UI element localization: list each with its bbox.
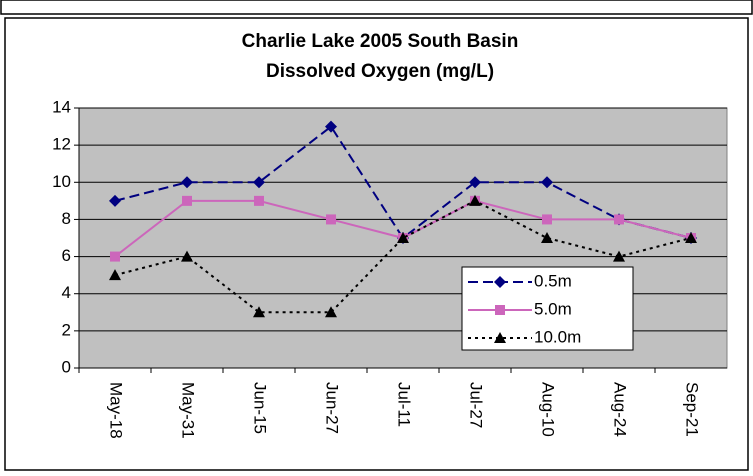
x-tick-label: Aug-24 xyxy=(611,382,630,437)
data-point xyxy=(181,176,193,189)
y-tick-label: 0 xyxy=(62,357,71,376)
x-tick-label: May-18 xyxy=(107,382,126,439)
data-point xyxy=(110,251,120,262)
y-tick-label: 8 xyxy=(62,209,71,228)
legend-label: 0.5m xyxy=(534,271,572,290)
data-point xyxy=(685,232,697,243)
data-point xyxy=(325,120,337,133)
chart-title: Charlie Lake 2005 South Basin xyxy=(242,31,519,52)
y-tick-label: 14 xyxy=(52,97,71,116)
data-point xyxy=(181,250,193,262)
data-point xyxy=(613,250,625,262)
data-point xyxy=(397,232,409,243)
data-point xyxy=(109,269,121,281)
legend-label: 10.0m xyxy=(534,327,581,346)
data-point xyxy=(254,195,264,206)
x-tick-label: Jun-15 xyxy=(251,382,270,434)
data-point xyxy=(541,176,553,189)
data-point xyxy=(182,195,192,206)
chart-subtitle: Dissolved Oxygen (mg/L) xyxy=(266,61,494,82)
data-point xyxy=(469,194,481,206)
x-tick-label: May-31 xyxy=(179,382,198,439)
data-point xyxy=(253,176,265,189)
y-tick-label: 12 xyxy=(52,135,71,154)
x-tick-label: Sep-21 xyxy=(683,382,702,437)
data-point xyxy=(614,214,624,225)
y-tick-label: 10 xyxy=(52,172,71,191)
x-tick-label: Jul-27 xyxy=(467,382,486,428)
data-point xyxy=(541,232,553,243)
data-point xyxy=(542,214,552,225)
data-point xyxy=(325,306,337,318)
data-point xyxy=(326,214,336,225)
y-tick-label: 2 xyxy=(62,320,71,339)
y-tick-label: 6 xyxy=(62,246,71,265)
data-point xyxy=(469,176,481,189)
legend-label: 5.0m xyxy=(534,299,572,318)
data-point xyxy=(109,194,121,207)
legend xyxy=(461,266,634,351)
x-tick-label: Jun-27 xyxy=(323,382,342,434)
x-tick-label: Aug-10 xyxy=(539,382,558,437)
data-point xyxy=(253,306,265,318)
legend-marker xyxy=(495,305,505,315)
legend-marker xyxy=(494,276,506,288)
legend-marker xyxy=(494,332,506,343)
y-tick-label: 4 xyxy=(62,283,71,302)
x-tick-label: Jul-11 xyxy=(395,382,414,427)
series-line xyxy=(114,125,692,240)
top-strip xyxy=(0,0,753,15)
